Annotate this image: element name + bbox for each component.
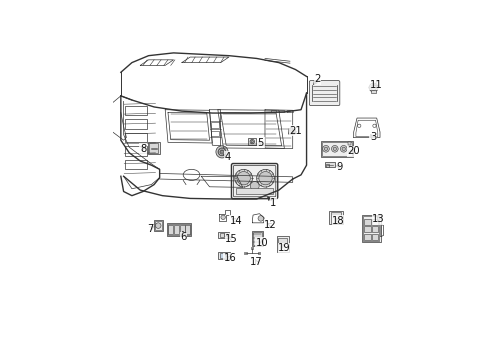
Bar	[372, 219, 378, 225]
Circle shape	[342, 147, 345, 150]
Bar	[167, 222, 191, 236]
Bar	[155, 221, 162, 230]
Text: 2: 2	[315, 74, 321, 84]
Bar	[329, 211, 343, 224]
Text: 10: 10	[256, 238, 269, 248]
Text: 20: 20	[347, 146, 360, 156]
Circle shape	[218, 148, 226, 156]
Bar	[347, 151, 351, 153]
Circle shape	[324, 147, 328, 150]
Bar	[174, 225, 179, 234]
Circle shape	[216, 146, 228, 158]
Bar	[365, 219, 370, 225]
Circle shape	[333, 147, 337, 150]
Bar	[180, 225, 185, 234]
Bar	[372, 226, 378, 232]
Text: 1: 1	[270, 198, 276, 208]
Bar	[220, 253, 224, 258]
Polygon shape	[289, 129, 295, 134]
Text: 7: 7	[147, 224, 153, 234]
Text: 9: 9	[337, 162, 343, 172]
Text: 11: 11	[369, 80, 382, 90]
Bar	[364, 216, 379, 241]
Circle shape	[250, 181, 259, 190]
Circle shape	[220, 150, 223, 153]
FancyBboxPatch shape	[231, 163, 278, 199]
Bar	[362, 215, 381, 242]
Bar	[125, 132, 147, 142]
Bar	[371, 90, 376, 93]
Circle shape	[257, 169, 274, 187]
Bar	[365, 234, 370, 240]
Bar	[125, 146, 147, 156]
Bar	[236, 188, 273, 194]
Text: 8: 8	[140, 144, 146, 153]
Text: 16: 16	[224, 253, 237, 263]
Text: 19: 19	[278, 243, 291, 253]
Bar	[347, 143, 351, 145]
Circle shape	[237, 172, 250, 185]
Text: 3: 3	[370, 132, 376, 143]
Text: 12: 12	[264, 220, 277, 230]
Circle shape	[341, 145, 347, 152]
Bar	[372, 234, 378, 240]
Bar	[168, 224, 190, 235]
Bar	[125, 105, 147, 115]
Bar	[326, 163, 329, 167]
Bar	[325, 162, 335, 167]
Circle shape	[369, 83, 378, 92]
Bar	[277, 237, 289, 252]
Text: 17: 17	[250, 257, 263, 267]
Bar	[251, 247, 253, 249]
Text: 13: 13	[372, 214, 385, 224]
Bar	[253, 232, 262, 245]
Bar	[125, 119, 147, 129]
Text: 6: 6	[180, 232, 186, 242]
Bar	[149, 143, 158, 153]
Bar	[211, 122, 219, 128]
Bar	[211, 131, 219, 136]
Bar	[219, 252, 229, 259]
Circle shape	[227, 254, 229, 256]
Circle shape	[322, 145, 329, 152]
Bar	[219, 232, 229, 238]
Circle shape	[258, 216, 264, 221]
Bar	[125, 159, 147, 169]
Circle shape	[224, 233, 228, 237]
Circle shape	[371, 85, 376, 90]
Text: 15: 15	[225, 234, 238, 244]
Circle shape	[155, 223, 161, 228]
Bar	[245, 252, 246, 255]
Bar	[365, 226, 370, 232]
Circle shape	[332, 145, 338, 152]
Bar	[278, 238, 288, 250]
Text: 4: 4	[224, 152, 231, 162]
Bar	[185, 225, 191, 234]
Bar	[321, 141, 353, 157]
Bar	[258, 252, 260, 255]
Text: 14: 14	[230, 216, 242, 226]
Bar	[220, 233, 224, 237]
Bar	[322, 142, 352, 156]
Text: 5: 5	[258, 138, 264, 148]
Bar	[331, 212, 341, 222]
Text: 18: 18	[332, 216, 345, 226]
FancyBboxPatch shape	[309, 81, 340, 105]
Circle shape	[250, 139, 254, 144]
Text: 21: 21	[289, 126, 302, 135]
Bar	[168, 225, 173, 234]
Bar	[148, 142, 160, 154]
Bar	[153, 220, 163, 231]
Circle shape	[221, 215, 225, 220]
Circle shape	[225, 254, 228, 256]
Circle shape	[235, 169, 252, 187]
Circle shape	[251, 140, 253, 143]
Bar	[252, 231, 263, 246]
Circle shape	[259, 172, 272, 185]
Bar	[248, 138, 256, 145]
